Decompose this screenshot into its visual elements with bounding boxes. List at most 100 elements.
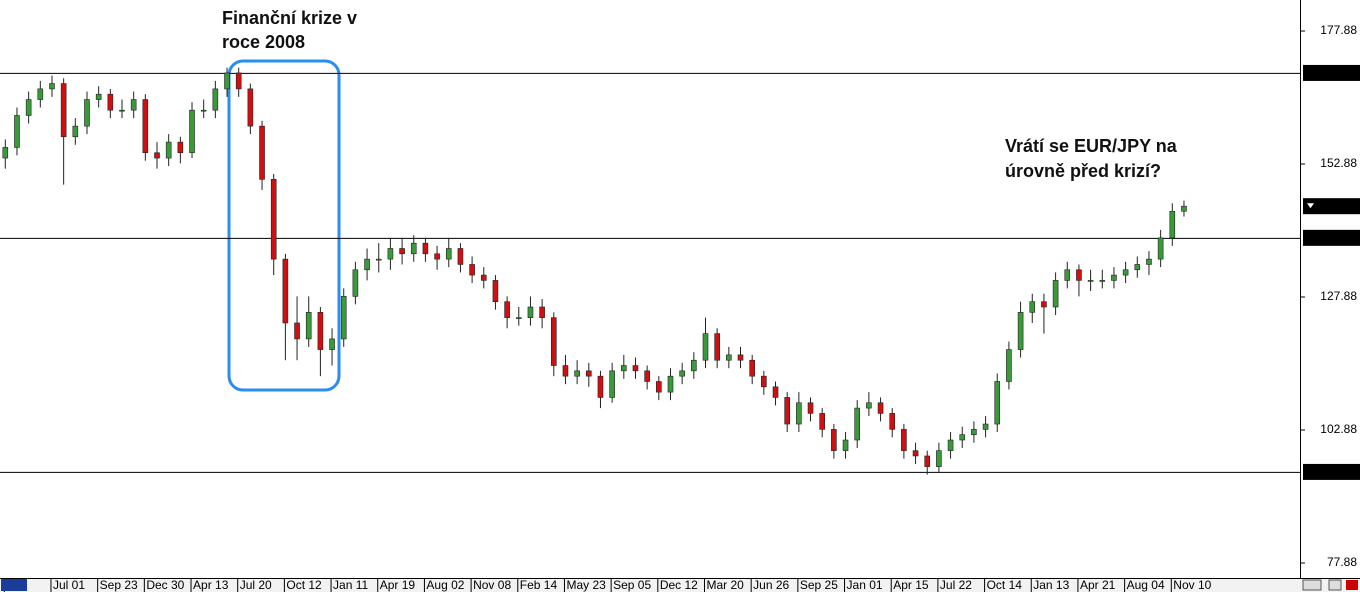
y-tick-label: 127.88 — [1320, 289, 1357, 303]
candle-body — [585, 370, 592, 377]
candle-body — [84, 99, 90, 127]
candle-body — [1146, 258, 1152, 265]
y-tick-label: 152.88 — [1320, 156, 1357, 170]
candle-body — [644, 370, 650, 382]
candle-body — [656, 381, 662, 393]
candle-body — [364, 258, 370, 271]
candle-body — [737, 354, 744, 361]
candle-body — [1169, 210, 1176, 239]
candle-body — [2, 147, 9, 159]
candle-body — [270, 179, 277, 260]
candle-body — [340, 296, 347, 340]
candle-body — [527, 306, 534, 318]
toolbar-icon[interactable] — [1302, 579, 1322, 591]
candle-body — [679, 370, 685, 377]
candle-body — [189, 109, 195, 154]
candle-body — [1076, 269, 1082, 281]
candle-body — [165, 141, 172, 159]
candle-body — [119, 109, 125, 112]
candle-body — [247, 88, 254, 127]
candle-body — [282, 258, 289, 324]
last-price-label: 144.95 — [1320, 199, 1357, 213]
x-tick-label: Aug 04 — [1127, 578, 1165, 592]
candle-body — [422, 242, 429, 255]
x-tick-label: Sep 05 — [613, 578, 651, 592]
candle-body — [515, 317, 522, 319]
level-label: 95.00 — [1327, 465, 1357, 479]
candle-body — [1029, 301, 1036, 313]
x-tick-label: Oct 12 — [286, 578, 322, 592]
candle-body — [95, 93, 102, 100]
candle-body — [854, 407, 861, 441]
x-tick-label: Jan 01 — [847, 578, 883, 592]
candle-body — [807, 402, 814, 414]
toolbar-icon[interactable] — [1328, 579, 1342, 591]
candle-body — [877, 402, 884, 414]
candle-body — [609, 370, 615, 398]
candle-body — [866, 402, 872, 409]
x-tick-label: Sep 25 — [800, 578, 838, 592]
x-tick-label: Dec 30 — [146, 578, 184, 592]
candle-body — [224, 72, 230, 90]
candle-body — [784, 397, 790, 425]
candle-body — [749, 359, 755, 377]
candle-body — [37, 88, 44, 100]
x-tick-label: Jan 13 — [1033, 578, 1069, 592]
candle-body — [329, 338, 335, 350]
x-tick-label: Oct 14 — [987, 578, 1023, 592]
candle-body — [387, 248, 394, 260]
toolbar-icon[interactable] — [1346, 580, 1358, 590]
candle-body — [550, 317, 557, 366]
candle-body — [912, 450, 919, 457]
x-tick-label: Jul 22 — [940, 578, 972, 592]
candle-body — [936, 450, 942, 467]
candle-body — [60, 83, 67, 138]
x-tick-label: Jul 01 — [53, 578, 85, 592]
candle-body — [901, 429, 907, 451]
candle-body — [130, 99, 137, 111]
last-price-arrow — [1307, 203, 1314, 209]
candle-body — [1111, 274, 1117, 281]
x-tick-label: Feb 14 — [520, 578, 558, 592]
highlight-box — [227, 59, 341, 392]
candle-body — [200, 109, 207, 112]
level-label: 139.00 — [1320, 231, 1357, 245]
annotation: Vrátí se EUR/JPY na — [1005, 136, 1178, 156]
candle-body — [562, 365, 569, 377]
candle-body — [154, 152, 160, 159]
candle-body — [410, 242, 417, 255]
candle-body — [691, 359, 697, 372]
candle-body — [796, 402, 802, 425]
candle-body — [714, 333, 720, 361]
candle-body — [947, 439, 954, 451]
candle-body — [399, 248, 405, 255]
candle-body — [702, 333, 709, 361]
candle-body — [142, 99, 149, 154]
candle-body — [632, 365, 639, 372]
candle-body — [842, 439, 849, 451]
candle-body — [831, 429, 837, 451]
candle-body — [294, 322, 300, 340]
candle-body — [1041, 301, 1047, 308]
candle-body — [971, 429, 977, 435]
y-tick-label: 102.88 — [1320, 422, 1357, 436]
candle-body — [469, 264, 475, 276]
annotation: úrovně před krizí? — [1005, 161, 1161, 181]
candle-body — [726, 354, 732, 361]
x-axis-strip — [0, 578, 1360, 592]
x-tick-label: Apr 19 — [380, 578, 416, 592]
candle-body — [1087, 280, 1094, 282]
candle-body — [1122, 269, 1129, 276]
x-tick-label: Mar 20 — [707, 578, 745, 592]
symbol-icon[interactable] — [1, 579, 27, 591]
x-tick-label: Apr 15 — [893, 578, 929, 592]
x-tick-label: Nov 08 — [473, 578, 511, 592]
candle-body — [305, 312, 312, 340]
candle-body — [1157, 237, 1164, 260]
candle-body — [457, 248, 464, 265]
candle-body — [49, 83, 55, 90]
candle-body — [574, 370, 580, 377]
y-tick-label: 177.88 — [1320, 23, 1357, 37]
x-tick-label: Jan 11 — [333, 578, 368, 592]
